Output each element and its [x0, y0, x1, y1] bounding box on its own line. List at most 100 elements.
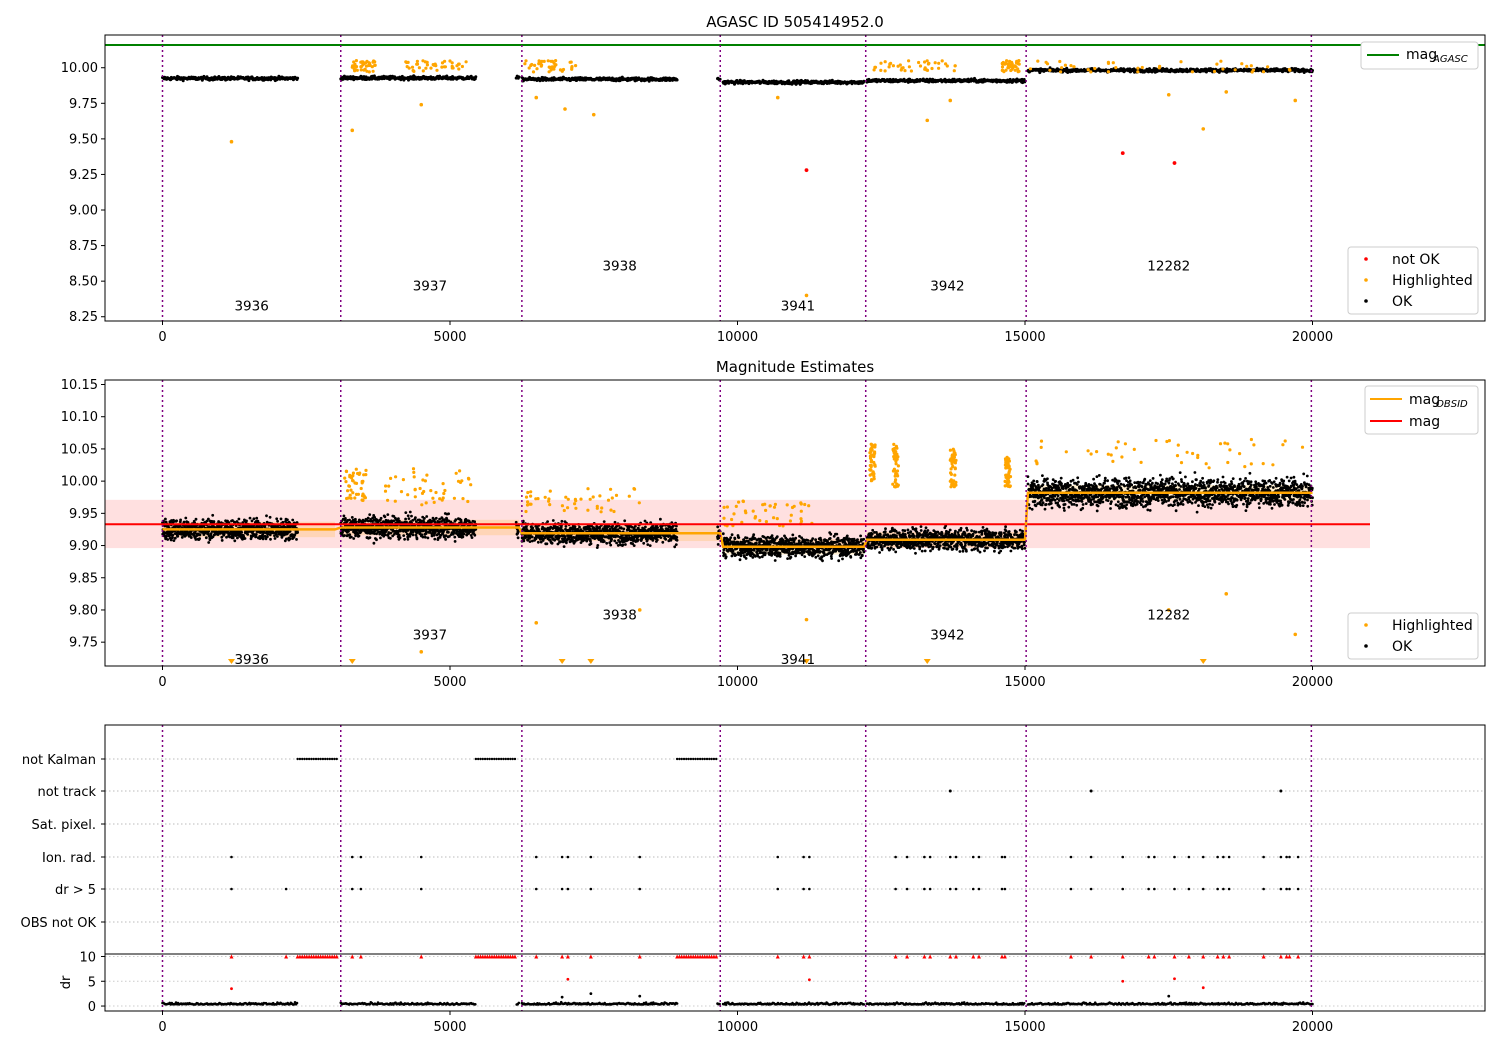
- ok-point: [564, 525, 568, 528]
- ok-point: [620, 526, 623, 530]
- highlighted-point: [455, 64, 459, 68]
- highlighted-point: [873, 65, 878, 69]
- ok-point: [269, 537, 272, 541]
- highlighted-point: [1008, 63, 1012, 67]
- highlighted-point: [1089, 70, 1093, 74]
- ok-point: [375, 538, 378, 542]
- ok-point: [179, 518, 183, 522]
- ok-point: [415, 537, 419, 541]
- ok-point: [525, 525, 528, 529]
- ok-point: [634, 524, 637, 528]
- x-tick-label: 20000: [1292, 330, 1333, 345]
- highlighted-point: [907, 65, 912, 69]
- ok-point: [454, 518, 458, 522]
- ok-point: [186, 521, 190, 524]
- highlighted-point: [917, 60, 921, 65]
- highlighted-point: [1060, 66, 1064, 70]
- legend-label-highlighted: Highlighted: [1392, 273, 1473, 289]
- legend-mag-agasc: mag AGASC: [1360, 41, 1479, 70]
- ok-point: [517, 75, 521, 79]
- ok-point: [296, 531, 299, 534]
- ok-point: [354, 534, 357, 538]
- y-tick-label: 9.25: [69, 168, 98, 183]
- highlighted-point: [1014, 65, 1018, 69]
- highlighted-point: [1111, 61, 1115, 65]
- ok-point: [560, 519, 564, 523]
- ok-point: [250, 519, 254, 523]
- ok-point: [744, 557, 748, 560]
- obsid-label: 3941: [781, 298, 815, 314]
- ok-point: [169, 538, 173, 542]
- ok-point: [389, 536, 392, 540]
- ok-point: [342, 514, 346, 518]
- ok-point: [447, 512, 450, 516]
- ok-point: [474, 75, 478, 79]
- ok-point: [241, 521, 245, 524]
- highlighted-point: [1069, 64, 1073, 68]
- ok-point: [632, 544, 636, 547]
- ok-point: [372, 541, 376, 545]
- highlighted-point: [570, 67, 574, 71]
- highlighted-point: [359, 68, 363, 72]
- highlighted-outlier-point: [229, 139, 234, 144]
- ok-point: [447, 530, 450, 534]
- ok-point: [176, 534, 180, 538]
- ok-point: [410, 514, 413, 518]
- ok-point: [286, 518, 289, 522]
- ok-point: [656, 526, 659, 529]
- obsid-label: 3936: [234, 298, 268, 314]
- ok-point: [453, 535, 457, 539]
- ok-point: [445, 74, 449, 78]
- ok-point: [425, 515, 429, 518]
- ok-point: [406, 514, 410, 518]
- ok-point: [473, 520, 476, 524]
- ok-point: [164, 517, 167, 521]
- ok-point: [399, 529, 402, 533]
- ok-point: [379, 516, 383, 520]
- highlighted-point: [423, 60, 427, 64]
- ok-point: [651, 539, 655, 542]
- ok-point: [559, 540, 563, 544]
- highlighted-point: [1136, 70, 1140, 74]
- highlighted-point: [450, 64, 454, 68]
- ok-point: [265, 514, 268, 518]
- ok-point: [254, 533, 258, 536]
- highlighted-point: [1008, 59, 1012, 64]
- highlighted-point: [440, 65, 444, 69]
- ok-point: [733, 537, 737, 541]
- ok-point: [167, 524, 170, 528]
- ok-point: [350, 516, 354, 519]
- ok-point: [194, 538, 198, 541]
- ok-point: [605, 541, 609, 545]
- highlighted-point: [448, 59, 452, 63]
- legend-label-ok: OK: [1392, 294, 1413, 310]
- ok-point: [220, 535, 224, 539]
- highlighted-point: [457, 67, 461, 71]
- highlighted-outlier-point: [948, 98, 953, 103]
- ok-point: [602, 520, 606, 523]
- highlighted-point: [1158, 64, 1162, 68]
- ok-point: [407, 517, 411, 520]
- ok-point: [408, 535, 412, 538]
- ok-point: [553, 538, 557, 541]
- ok-point: [237, 517, 241, 521]
- ok-point: [233, 539, 237, 543]
- ok-point: [296, 76, 300, 80]
- highlighted-point: [432, 63, 436, 67]
- highlighted-outlier-point: [1224, 90, 1229, 94]
- ok-point: [204, 536, 208, 540]
- highlighted-point: [1093, 66, 1097, 71]
- ok-point: [423, 535, 427, 539]
- ok-point: [207, 541, 211, 544]
- y-tick-label: 8.50: [69, 275, 98, 290]
- ok-point: [724, 555, 728, 559]
- highlighted-point: [1261, 70, 1266, 74]
- ok-point: [262, 531, 266, 535]
- ok-point: [357, 534, 361, 538]
- highlighted-point: [429, 66, 433, 70]
- highlighted-point: [540, 63, 544, 67]
- highlighted-point: [570, 65, 574, 69]
- highlighted-point: [373, 60, 377, 64]
- ok-point: [206, 532, 210, 535]
- highlighted-point: [933, 61, 937, 65]
